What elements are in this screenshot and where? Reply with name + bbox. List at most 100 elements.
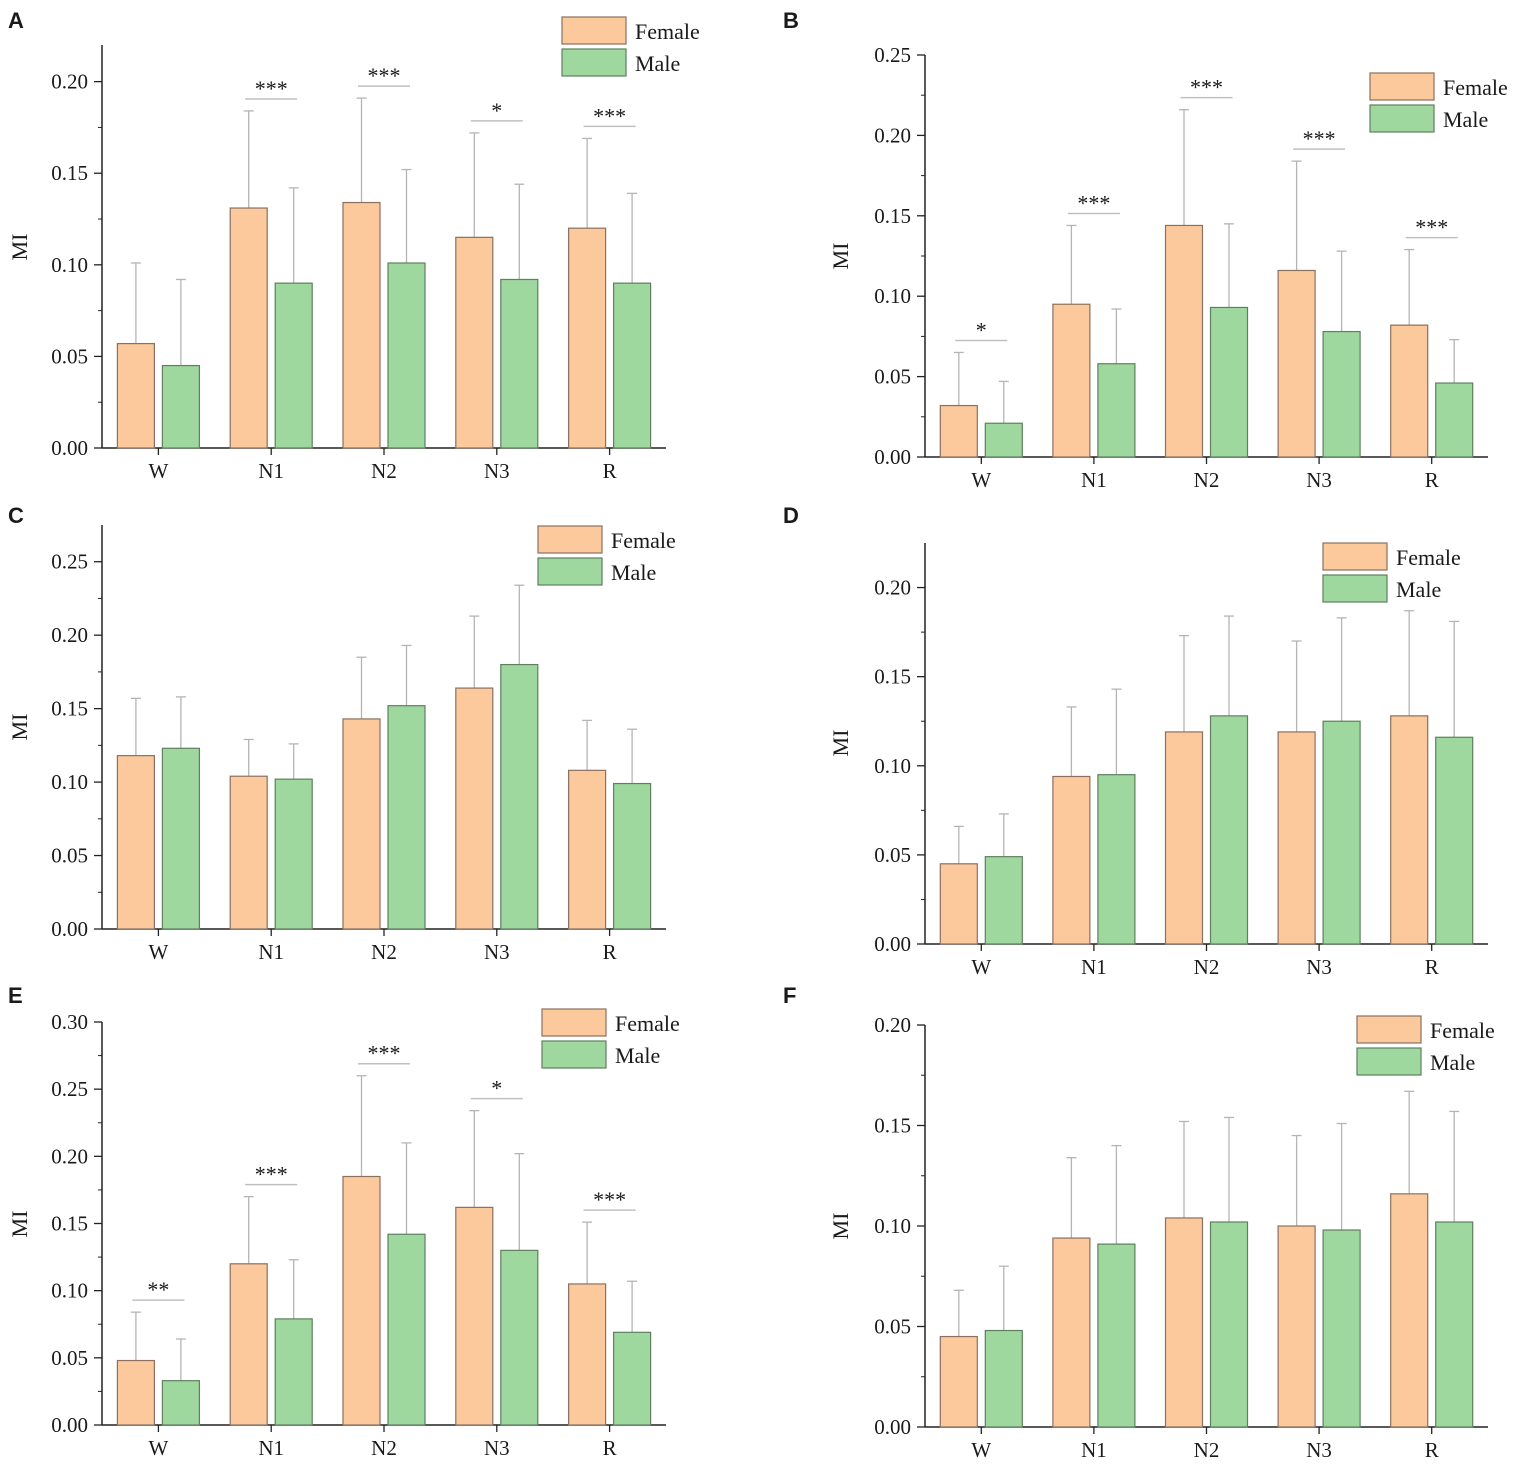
bar-female-w: [116, 1359, 156, 1426]
panel-letter: E: [8, 983, 23, 1008]
bar-male-r: [1435, 1221, 1474, 1428]
y-tick-label: 0.05: [874, 843, 911, 867]
bar-male-n2: [1209, 715, 1249, 945]
bar-male-w: [984, 422, 1023, 458]
y-tick-label: 0.15: [874, 665, 911, 689]
panel-f: F MI 0.00 0.05 0.10 0.15 0.20 W N1 N2 N3 R Female Mal…: [783, 983, 1495, 1462]
y-tick-label: 0.15: [51, 1212, 88, 1236]
x-tick-label-r: R: [1425, 1438, 1439, 1462]
bar-female-w: [116, 755, 156, 930]
bar-female-n1: [229, 207, 268, 449]
y-axis-label: MI: [7, 234, 32, 261]
legend-female-swatch: [1356, 1015, 1422, 1044]
legend-female-swatch: [561, 16, 627, 45]
legend-male-swatch: [541, 1040, 607, 1069]
legend-male-label: Male: [1430, 1050, 1475, 1075]
bar-male-n3: [500, 1249, 539, 1426]
y-tick-label: 0.15: [51, 161, 88, 185]
legend-male-label: Male: [635, 51, 680, 76]
y-tick-label: 0.05: [51, 844, 88, 868]
significance-marker: ***: [255, 1162, 288, 1187]
x-tick-label-n1: N1: [1081, 955, 1107, 979]
y-tick-label: 0.10: [51, 253, 88, 277]
bar-female-r: [1390, 324, 1429, 458]
panel-c: C MI 0.00 0.05 0.10 0.15 0.20 0.25 W N1 N2 N3 R Femal…: [7, 503, 676, 964]
x-tick-label-n1: N1: [258, 459, 284, 483]
significance-marker: ***: [1303, 126, 1336, 151]
bar-female-w: [116, 342, 156, 449]
x-tick-label-n2: N2: [371, 940, 397, 964]
bar-male-w: [161, 747, 200, 930]
bar-male-n2: [387, 705, 426, 930]
x-tick-label-r: R: [603, 459, 617, 483]
legend: Female Male: [541, 1008, 680, 1069]
bar-female-r: [1390, 1193, 1429, 1428]
y-tick-label: 0.20: [874, 576, 911, 600]
x-tick-label-n2: N2: [371, 459, 397, 483]
y-axis-label: MI: [7, 1211, 32, 1238]
panel-e: E MI 0.00 0.05 0.10 0.15 0.20 0.25 0.30 W ** N1 *** N…: [7, 983, 680, 1460]
bar-female-n2: [342, 1175, 381, 1426]
y-tick-label: 0.10: [874, 1214, 911, 1238]
significance-marker: ***: [593, 103, 626, 128]
panel-letter: F: [783, 983, 796, 1008]
bar-female-n3: [455, 1206, 494, 1426]
legend-male-label: Male: [1396, 577, 1441, 602]
bar-female-r: [567, 227, 607, 449]
significance-marker: ***: [593, 1187, 626, 1212]
legend-female-swatch: [537, 525, 603, 554]
y-tick-label: 0.05: [51, 344, 88, 368]
x-tick-label-r: R: [1425, 955, 1439, 979]
legend-male-label: Male: [615, 1043, 660, 1068]
bar-male-n1: [274, 1318, 313, 1426]
bar-female-n2: [342, 201, 381, 449]
legend-female-label: Female: [615, 1011, 680, 1036]
legend-male-swatch: [1356, 1047, 1422, 1076]
bar-female-n1: [229, 775, 268, 930]
x-tick-label-r: R: [603, 940, 617, 964]
y-axis-label: MI: [828, 1213, 853, 1240]
x-tick-label-w: W: [971, 468, 991, 492]
legend: Female Male: [537, 525, 676, 586]
bar-female-n3: [1277, 731, 1316, 945]
x-tick-label-w: W: [971, 955, 991, 979]
legend: Female Male: [1322, 542, 1461, 603]
significance-marker: ***: [368, 63, 401, 88]
panel-a: A MI 0.00 0.05 0.10 0.15 0.20 W N1 *** N2 *** N3 * R **…: [7, 8, 700, 483]
bar-female-n3: [455, 687, 494, 930]
panel-letter: C: [8, 503, 24, 528]
y-tick-label: 0.25: [51, 1077, 88, 1101]
significance-marker: *: [491, 98, 502, 123]
panel-d: D MI 0.00 0.05 0.10 0.15 0.20 W N1 N2 N3 R Female Mal…: [783, 503, 1488, 979]
x-tick-label-n3: N3: [484, 940, 510, 964]
x-tick-label-n2: N2: [1194, 955, 1220, 979]
bar-male-n2: [1209, 1221, 1249, 1428]
y-tick-label: 0.20: [51, 1144, 88, 1168]
y-tick-label: 0.00: [874, 445, 911, 469]
x-tick-label-n2: N2: [1194, 468, 1220, 492]
legend-male-label: Male: [1443, 107, 1488, 132]
x-tick-label-n2: N2: [371, 1436, 397, 1460]
y-tick-label: 0.00: [51, 917, 88, 941]
legend-female-label: Female: [1443, 75, 1508, 100]
legend-male-swatch: [561, 48, 627, 77]
panel-b: B MI 0.00 0.05 0.10 0.15 0.20 0.25 W * N1 *** N2 *** N…: [783, 8, 1508, 492]
bar-female-n1: [1052, 775, 1091, 945]
bar-female-n2: [342, 718, 381, 930]
legend: Female Male: [1369, 72, 1508, 133]
legend-female-label: Female: [611, 528, 676, 553]
bar-male-r: [1435, 736, 1474, 945]
significance-marker: ***: [368, 1041, 401, 1066]
bar-male-n2: [387, 1233, 426, 1426]
y-tick-label: 0.10: [51, 1279, 88, 1303]
bar-male-w: [984, 1329, 1023, 1428]
panel-letter: D: [783, 503, 799, 528]
x-tick-label-r: R: [1425, 468, 1439, 492]
y-tick-label: 0.15: [874, 1114, 911, 1138]
x-tick-label-n3: N3: [1306, 468, 1332, 492]
x-tick-label-w: W: [148, 1436, 168, 1460]
bar-male-r: [612, 1331, 652, 1426]
bar-female-r: [567, 769, 607, 930]
y-tick-label: 0.15: [51, 697, 88, 721]
y-tick-label: 0.20: [874, 1013, 911, 1037]
